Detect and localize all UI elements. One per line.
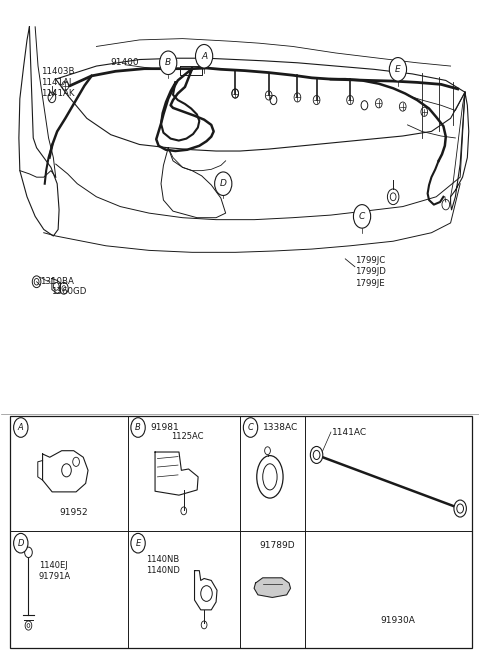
Text: 1799JC
1799JD
1799JE: 1799JC 1799JD 1799JE bbox=[355, 256, 386, 288]
Text: 1310BA: 1310BA bbox=[40, 277, 74, 286]
Text: D: D bbox=[18, 538, 24, 548]
Circle shape bbox=[13, 533, 28, 553]
Circle shape bbox=[353, 204, 371, 228]
Circle shape bbox=[215, 172, 232, 195]
Bar bbox=[10, 416, 472, 648]
Text: 91981: 91981 bbox=[151, 423, 179, 432]
Polygon shape bbox=[254, 578, 290, 597]
Text: 11403B
1141AJ
1141AK: 11403B 1141AJ 1141AK bbox=[41, 67, 75, 98]
Text: A: A bbox=[18, 423, 24, 432]
Circle shape bbox=[159, 51, 177, 75]
Text: 1338AC: 1338AC bbox=[263, 423, 298, 432]
Text: D: D bbox=[220, 179, 227, 188]
Circle shape bbox=[243, 418, 258, 438]
Text: B: B bbox=[165, 58, 171, 67]
Text: 1360GD: 1360GD bbox=[51, 287, 86, 296]
Text: 91930A: 91930A bbox=[381, 616, 415, 625]
Circle shape bbox=[13, 418, 28, 438]
Text: 1125AC: 1125AC bbox=[170, 432, 203, 441]
Text: 1140EJ
91791A: 1140EJ 91791A bbox=[39, 561, 71, 581]
Text: E: E bbox=[395, 65, 401, 74]
Text: C: C bbox=[359, 212, 365, 221]
Text: A: A bbox=[201, 52, 207, 61]
Circle shape bbox=[131, 418, 145, 438]
Text: 91952: 91952 bbox=[60, 508, 88, 517]
Text: E: E bbox=[135, 538, 141, 548]
Text: 1141AC: 1141AC bbox=[332, 428, 368, 437]
Text: B: B bbox=[135, 423, 141, 432]
Circle shape bbox=[311, 447, 323, 464]
Text: 91789D: 91789D bbox=[259, 541, 295, 550]
Text: 91400: 91400 bbox=[111, 58, 140, 67]
Circle shape bbox=[454, 500, 467, 517]
Circle shape bbox=[389, 58, 407, 81]
Text: 1140NB
1140ND: 1140NB 1140ND bbox=[146, 555, 180, 576]
Circle shape bbox=[131, 533, 145, 553]
Text: C: C bbox=[248, 423, 253, 432]
Circle shape bbox=[195, 45, 213, 68]
